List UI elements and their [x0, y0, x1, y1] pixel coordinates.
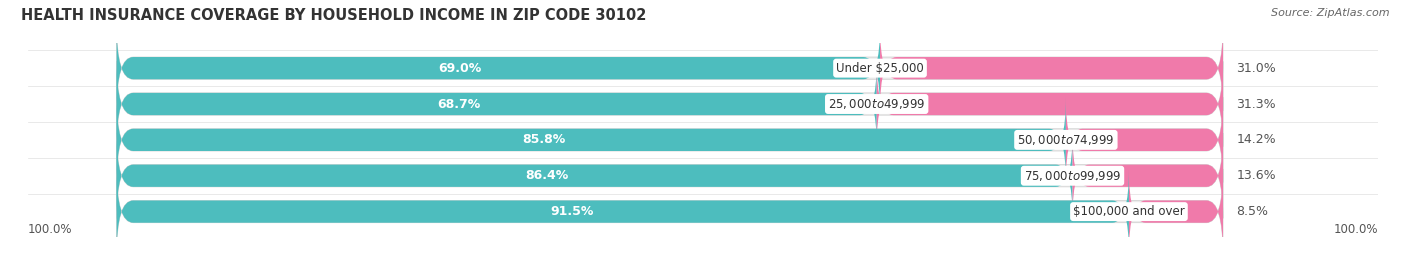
Text: 14.2%: 14.2%: [1236, 133, 1275, 146]
FancyBboxPatch shape: [1066, 97, 1223, 183]
FancyBboxPatch shape: [1073, 133, 1223, 218]
FancyBboxPatch shape: [117, 133, 1073, 218]
FancyBboxPatch shape: [1129, 169, 1223, 254]
Text: Source: ZipAtlas.com: Source: ZipAtlas.com: [1271, 8, 1389, 18]
Text: 68.7%: 68.7%: [437, 98, 481, 111]
FancyBboxPatch shape: [880, 26, 1223, 111]
Text: 13.6%: 13.6%: [1236, 169, 1275, 182]
FancyBboxPatch shape: [117, 61, 877, 147]
FancyBboxPatch shape: [877, 61, 1223, 147]
Text: 69.0%: 69.0%: [439, 62, 482, 75]
Text: 8.5%: 8.5%: [1236, 205, 1268, 218]
Text: 31.0%: 31.0%: [1236, 62, 1277, 75]
FancyBboxPatch shape: [117, 169, 1223, 254]
Text: $75,000 to $99,999: $75,000 to $99,999: [1024, 169, 1121, 183]
Text: 86.4%: 86.4%: [526, 169, 568, 182]
Text: 85.8%: 85.8%: [522, 133, 565, 146]
Text: 100.0%: 100.0%: [1333, 223, 1378, 236]
Text: 91.5%: 91.5%: [551, 205, 593, 218]
FancyBboxPatch shape: [117, 133, 1223, 218]
FancyBboxPatch shape: [117, 97, 1066, 183]
Text: $25,000 to $49,999: $25,000 to $49,999: [828, 97, 925, 111]
FancyBboxPatch shape: [117, 26, 880, 111]
Text: 31.3%: 31.3%: [1236, 98, 1275, 111]
FancyBboxPatch shape: [117, 61, 1223, 147]
FancyBboxPatch shape: [117, 26, 1223, 111]
Text: $50,000 to $74,999: $50,000 to $74,999: [1017, 133, 1115, 147]
Text: Under $25,000: Under $25,000: [837, 62, 924, 75]
Text: 100.0%: 100.0%: [28, 223, 73, 236]
Text: $100,000 and over: $100,000 and over: [1073, 205, 1185, 218]
FancyBboxPatch shape: [117, 169, 1129, 254]
FancyBboxPatch shape: [117, 97, 1223, 183]
Text: HEALTH INSURANCE COVERAGE BY HOUSEHOLD INCOME IN ZIP CODE 30102: HEALTH INSURANCE COVERAGE BY HOUSEHOLD I…: [21, 8, 647, 23]
